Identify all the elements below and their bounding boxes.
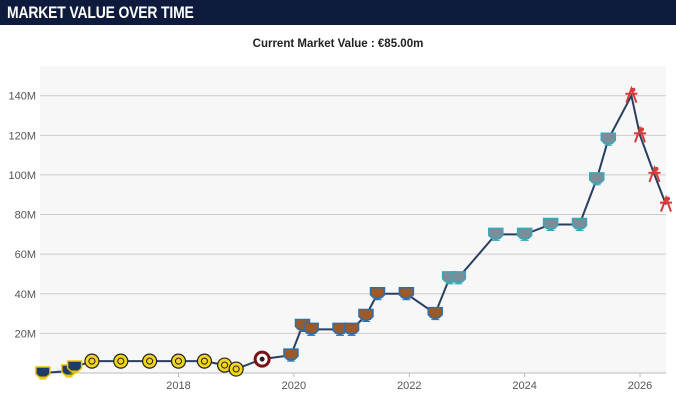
club-badge-marker[interactable] <box>589 172 605 186</box>
club-badge-marker[interactable] <box>343 322 360 336</box>
club-badge-marker[interactable] <box>228 361 244 377</box>
club-badge-marker[interactable] <box>113 353 129 369</box>
club-badge-marker[interactable] <box>170 353 187 369</box>
x-tick-label: 2022 <box>397 380 421 392</box>
y-tick-label: 60M <box>15 249 36 261</box>
club-badge-marker[interactable] <box>600 132 617 146</box>
club-badge-marker[interactable] <box>488 227 504 241</box>
club-badge-marker[interactable] <box>196 353 213 369</box>
y-tick-label: 80M <box>15 210 36 222</box>
club-markers[interactable] <box>35 85 672 380</box>
section-title: MARKET VALUE OVER TIME <box>7 3 194 22</box>
club-badge-marker[interactable] <box>66 360 83 374</box>
club-badge-marker[interactable] <box>35 366 51 380</box>
club-badge-marker[interactable] <box>303 322 319 336</box>
y-tick-label: 140M <box>8 91 36 103</box>
club-badge-marker[interactable] <box>660 194 672 212</box>
club-badge-marker[interactable] <box>516 227 533 241</box>
x-axis: 2018 2020 2022 2024 2026 <box>166 373 652 392</box>
club-badge-marker[interactable] <box>625 85 638 104</box>
club-badge-marker[interactable] <box>142 353 158 369</box>
club-badge-marker[interactable] <box>253 350 271 368</box>
y-tick-label: 120M <box>8 130 36 142</box>
y-tick-label: 40M <box>15 289 36 301</box>
x-tick-label: 2018 <box>166 380 190 392</box>
section-header: MARKET VALUE OVER TIME <box>0 0 676 25</box>
club-badge-marker[interactable] <box>369 287 386 301</box>
x-tick-label: 2020 <box>282 380 306 392</box>
x-tick-label: 2024 <box>512 380 536 392</box>
y-tick-label: 100M <box>8 170 36 182</box>
chart-title: Current Market Value : €85.00m <box>252 38 424 50</box>
club-badge-marker[interactable] <box>283 348 299 362</box>
x-tick-label: 2026 <box>628 380 652 392</box>
y-axis: 20M 40M 60M 80M 100M 120M 140M <box>8 91 36 341</box>
club-badge-marker[interactable] <box>634 125 647 143</box>
club-badge-marker[interactable] <box>84 353 100 369</box>
y-tick-label: 20M <box>15 328 36 340</box>
club-badge-marker[interactable] <box>648 164 661 183</box>
club-badge-marker[interactable] <box>358 308 374 323</box>
club-badge-marker[interactable] <box>571 217 588 231</box>
plot-background <box>40 66 666 373</box>
club-badge-marker[interactable] <box>427 306 443 321</box>
club-badge-marker[interactable] <box>542 217 559 231</box>
club-badge-marker[interactable] <box>398 287 415 301</box>
club-badge-marker[interactable] <box>450 271 467 285</box>
